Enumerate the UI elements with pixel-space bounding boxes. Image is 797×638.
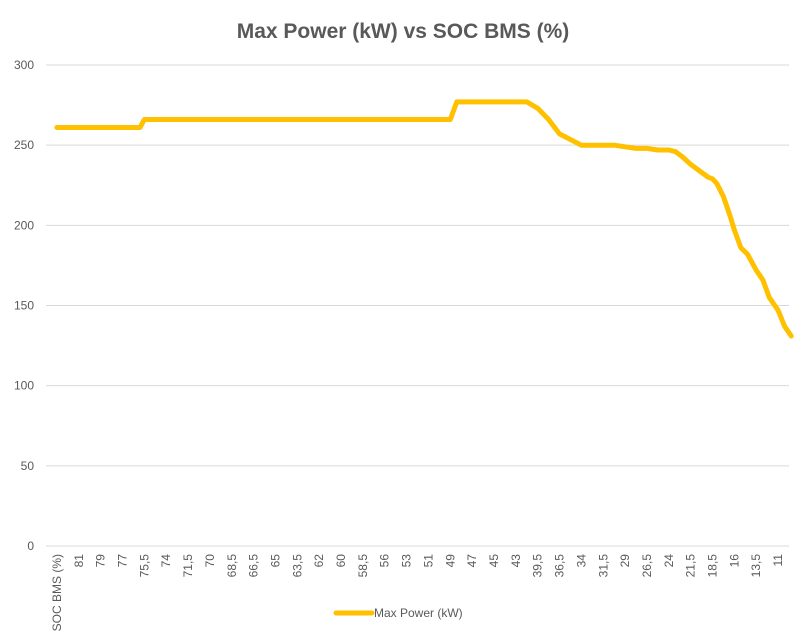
x-tick-label: 81 xyxy=(72,554,86,568)
x-axis-ticks: SOC BMS (%) 81 79 77 75,5 74 71,5 70 68,5 66,5 65 6… xyxy=(50,554,785,632)
legend: Max Power (kW) xyxy=(333,606,463,620)
x-tick-label: 43 xyxy=(509,554,523,568)
x-tick-label: 56 xyxy=(378,554,392,568)
y-tick-label: 100 xyxy=(14,379,34,393)
x-tick-label: 62 xyxy=(312,554,326,568)
x-tick-label: 39,5 xyxy=(531,554,545,578)
x-tick-label: 11 xyxy=(771,554,785,567)
x-tick-label: 74 xyxy=(159,554,173,568)
x-tick-label: 58,5 xyxy=(356,554,370,578)
x-tick-label: 65 xyxy=(268,554,282,568)
x-tick-label: 68,5 xyxy=(225,554,239,578)
x-tick-label: 45 xyxy=(487,554,501,568)
x-tick-label: 75,5 xyxy=(137,554,151,578)
x-tick-label: 47 xyxy=(465,554,479,568)
x-tick-label: 21,5 xyxy=(684,554,698,578)
x-tick-label: 79 xyxy=(94,554,108,568)
y-tick-label: 300 xyxy=(14,58,34,72)
x-tick-label: 26,5 xyxy=(640,554,654,578)
x-tick-label: 16 xyxy=(727,554,741,568)
x-tick-label: 31,5 xyxy=(596,554,610,578)
y-tick-label: 150 xyxy=(14,299,34,313)
series-line xyxy=(54,99,794,339)
x-tick-label: 36,5 xyxy=(553,554,567,578)
x-tick-label: 53 xyxy=(400,554,414,568)
y-tick-label: 50 xyxy=(21,459,35,473)
x-tick-label: 70 xyxy=(203,554,217,568)
x-tick-label: 77 xyxy=(115,554,129,568)
x-tick-label: 34 xyxy=(574,554,588,568)
x-tick-label: 66,5 xyxy=(247,554,261,578)
x-tick-label: 18,5 xyxy=(706,554,720,578)
x-tick-label: 49 xyxy=(443,554,457,568)
gridlines xyxy=(46,64,789,547)
series-layer xyxy=(54,99,794,339)
y-tick-label: 250 xyxy=(14,138,34,152)
x-tick-label: 60 xyxy=(334,554,348,568)
x-tick-label: 29 xyxy=(618,554,632,568)
x-tick-label: 24 xyxy=(662,554,676,568)
x-tick-label: 71,5 xyxy=(181,554,195,578)
x-tick-label: 13,5 xyxy=(749,554,763,578)
y-tick-label: 0 xyxy=(27,539,34,553)
y-tick-label: 200 xyxy=(14,218,34,232)
legend-label: Max Power (kW) xyxy=(374,606,463,620)
chart-title: Max Power (kW) vs SOC BMS (%) xyxy=(237,20,570,43)
x-tick-label: 63,5 xyxy=(290,554,304,578)
x-tick-label: SOC BMS (%) xyxy=(50,554,64,631)
y-axis-ticks: 0 50 100 150 200 250 300 xyxy=(14,58,34,553)
x-tick-label: 51 xyxy=(421,554,435,568)
